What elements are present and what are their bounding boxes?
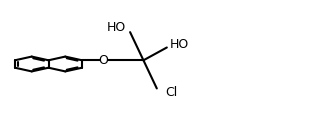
Text: HO: HO [170, 38, 189, 51]
Text: O: O [99, 54, 108, 67]
Text: HO: HO [107, 20, 126, 34]
Text: Cl: Cl [166, 86, 178, 99]
